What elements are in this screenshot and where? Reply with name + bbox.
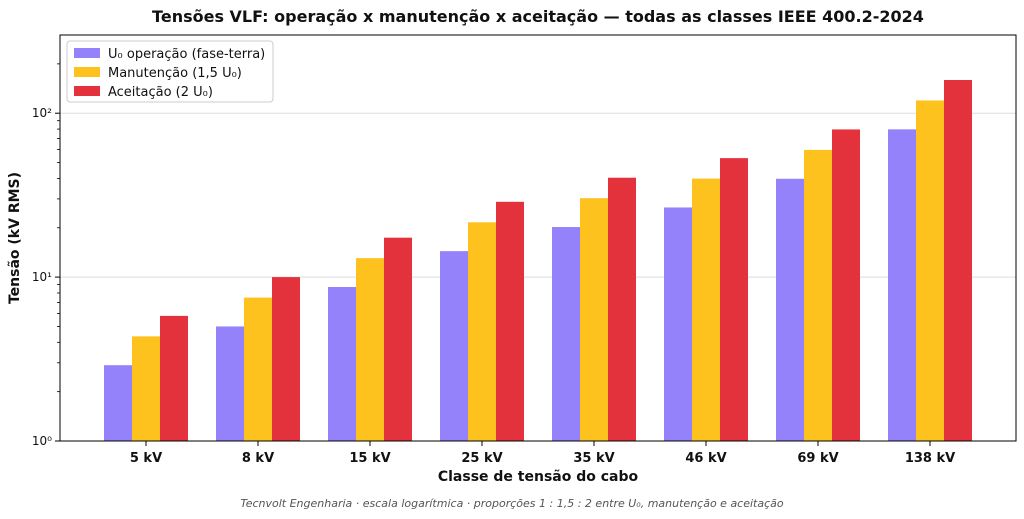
- legend-entry: U₀ operação (fase-terra): [108, 47, 265, 62]
- y-tick-label: 10⁰: [32, 434, 52, 448]
- x-tick-label: 25 kV: [461, 451, 502, 466]
- bar-3-2: [272, 277, 300, 441]
- bar-2-1: [132, 336, 160, 441]
- bar-3-5: [608, 177, 636, 441]
- x-tick-label: 15 kV: [349, 451, 390, 466]
- bar-1-7: [776, 178, 804, 441]
- bar-2-5: [580, 198, 608, 441]
- legend-swatch: [74, 86, 100, 96]
- y-axis-ticks: 10⁰ 10¹ 10²: [32, 106, 60, 448]
- bar-1-4: [440, 251, 468, 441]
- bar-1-6: [664, 207, 692, 441]
- bar-2-6: [692, 178, 720, 441]
- footer-caption: Tecnvolt Engenharia · escala logarítmica…: [240, 497, 784, 510]
- gridlines: [60, 112, 1016, 278]
- bar-2-8: [916, 100, 944, 441]
- bar-3-1: [160, 315, 188, 441]
- x-axis-label: Classe de tensão do cabo: [438, 469, 639, 485]
- bar-3-7: [832, 129, 860, 441]
- x-tick-label: 46 kV: [685, 451, 726, 466]
- x-tick-label: 35 kV: [573, 451, 614, 466]
- x-tick-label: 8 kV: [242, 451, 274, 466]
- bar-1-5: [552, 227, 580, 441]
- bar-3-4: [496, 201, 524, 441]
- legend-entry: Manutenção (1,5 U₀): [108, 66, 242, 81]
- bars-group: [104, 80, 972, 441]
- x-tick-label: 138 kV: [905, 451, 955, 466]
- y-axis-label: Tensão (kV RMS): [7, 172, 23, 304]
- bar-2-7: [804, 149, 832, 441]
- legend-box: [66, 40, 274, 103]
- bar-1-1: [104, 365, 132, 441]
- bar-3-6: [720, 158, 748, 441]
- x-tick-label: 5 kV: [130, 451, 162, 466]
- bar-2-4: [468, 222, 496, 441]
- legend: U₀ operação (fase-terra) Manutenção (1,5 …: [66, 40, 274, 103]
- chart-title: Tensões VLF: operação x manutenção x ace…: [152, 7, 924, 26]
- y-tick-label: 10²: [32, 106, 52, 120]
- legend-swatch: [74, 67, 100, 77]
- bar-3-3: [384, 237, 412, 441]
- bar-3-8: [944, 80, 972, 441]
- legend-swatch: [74, 48, 100, 58]
- x-tick-label: 69 kV: [797, 451, 838, 466]
- bar-2-3: [356, 258, 384, 441]
- bar-2-2: [244, 297, 272, 441]
- bar-1-3: [328, 287, 356, 441]
- x-axis-ticks: 5 kV 8 kV 15 kV 25 kV 35 kV 46 kV 69 kV 138 kV: [130, 441, 955, 466]
- bar-1-8: [888, 129, 916, 441]
- y-tick-label: 10¹: [32, 270, 52, 284]
- legend-entry: Aceitação (2 U₀): [108, 85, 213, 100]
- plot-frame: [59, 34, 1017, 442]
- bar-1-2: [216, 326, 244, 441]
